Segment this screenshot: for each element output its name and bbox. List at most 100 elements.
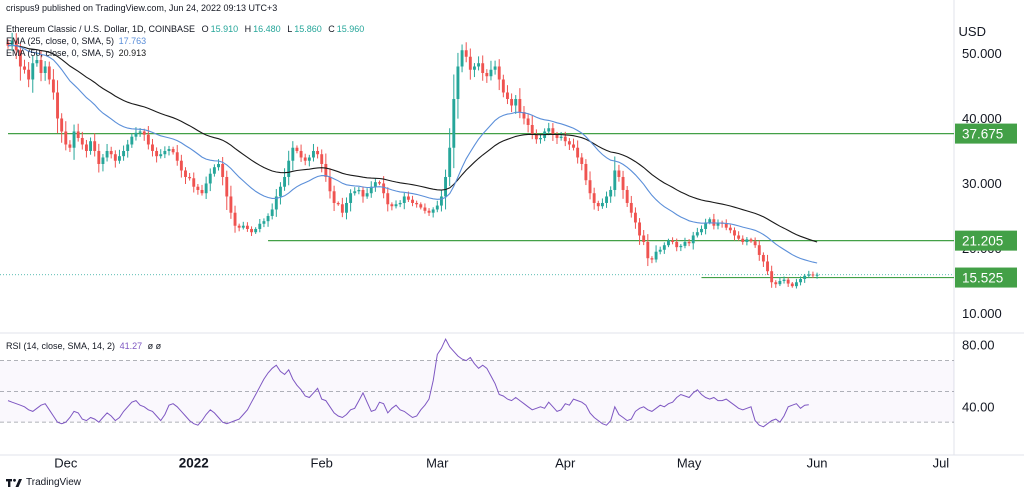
candle-body — [555, 134, 559, 138]
candle-body — [270, 209, 274, 216]
candle-body — [687, 241, 691, 244]
time-axis[interactable]: Dec 2022 Feb Mar Apr May Jun Jul — [54, 456, 949, 471]
candle-body — [10, 40, 14, 46]
candle-body — [221, 163, 225, 177]
candle-body — [204, 183, 208, 194]
ohlc-open-label: O — [201, 24, 209, 34]
candle-body — [6, 42, 10, 46]
candle-body — [283, 176, 287, 187]
candle-body — [745, 239, 749, 242]
currency-label: USD — [959, 24, 986, 39]
candles — [6, 32, 819, 289]
symbol-legend[interactable]: Ethereum Classic / U.S. Dollar, 1D, COIN… — [6, 24, 364, 34]
candle-body — [708, 219, 712, 223]
candle-body — [423, 207, 427, 211]
time-tick-label: Jun — [807, 456, 828, 471]
candle-body — [671, 240, 675, 242]
candle-body — [419, 204, 423, 208]
candle-body — [588, 180, 592, 194]
candle-body — [126, 144, 130, 151]
candle-body — [357, 189, 361, 192]
candle-body — [444, 176, 447, 197]
candle-body — [584, 163, 588, 181]
candle-body — [633, 212, 637, 223]
candle-body — [724, 223, 728, 228]
candle-body — [307, 157, 311, 161]
candle-body — [411, 199, 414, 203]
rsi-label: RSI (14, close, SMA, 14, 2) — [6, 341, 116, 351]
candle-body — [361, 189, 365, 197]
candle-body — [299, 150, 303, 158]
candle-body — [217, 163, 220, 168]
candle-body — [155, 150, 159, 157]
candle-body — [113, 154, 117, 161]
rsi-legend[interactable]: RSI (14, close, SMA, 14, 2) 41.27 ø ø — [6, 341, 161, 351]
candle-body — [485, 72, 489, 77]
candle-body — [675, 241, 679, 248]
candle-body — [733, 230, 736, 236]
candle-body — [134, 132, 138, 137]
candle-body — [167, 149, 171, 151]
candle-body — [233, 212, 237, 226]
candle-body — [464, 50, 468, 57]
candle-body — [390, 204, 394, 207]
candle-body — [642, 235, 646, 242]
candle-body — [18, 50, 22, 67]
candle-body — [547, 128, 551, 132]
candle-body — [56, 92, 59, 119]
rsi-tick-label: 40.00 — [962, 399, 995, 414]
time-tick-label: Jul — [933, 456, 950, 471]
time-tick-label: Apr — [555, 456, 576, 471]
ema25-label: EMA (25, close, 0, SMA, 5) — [6, 36, 115, 46]
candle-body — [600, 202, 604, 207]
horizontal-levels[interactable] — [8, 132, 954, 279]
level-tag-box — [955, 230, 1017, 251]
candle-body — [753, 241, 757, 246]
candle-body — [514, 98, 518, 106]
candle-body — [526, 118, 530, 125]
candle-body — [493, 66, 497, 70]
rsi-panel: 80.00 40.00 — [0, 338, 995, 428]
ema50-line — [7, 44, 818, 243]
candle-body — [184, 170, 187, 177]
level-tag-label: 21.205 — [962, 234, 1003, 249]
candle-body — [76, 131, 80, 138]
candle-body — [163, 150, 167, 155]
candle-body — [638, 222, 642, 236]
footer-branding: TradingView — [6, 477, 81, 488]
candle-body — [320, 154, 324, 164]
candle-body — [406, 196, 410, 200]
candle-body — [794, 282, 798, 287]
candle-body — [142, 131, 146, 135]
candle-body — [473, 66, 476, 70]
candle-body — [737, 235, 741, 239]
candle-body — [101, 157, 105, 164]
candle-body — [572, 144, 575, 148]
candle-body — [477, 63, 481, 67]
candle-body — [427, 210, 431, 213]
candle-body — [382, 183, 386, 194]
candle-body — [130, 136, 134, 145]
candle-body — [679, 245, 683, 248]
candle-body — [109, 150, 113, 155]
candle-body — [394, 204, 398, 207]
publish-meta: crispus9 published on TradingView.com, J… — [6, 3, 277, 13]
ema25-legend[interactable]: EMA (25, close, 0, SMA, 5) 17.763 — [6, 36, 146, 46]
candle-body — [159, 154, 163, 157]
candle-body — [105, 150, 109, 158]
time-tick-label: Feb — [311, 456, 333, 471]
candle-body — [84, 144, 88, 151]
candle-body — [704, 222, 708, 229]
level-tag-box — [955, 123, 1017, 144]
candle-body — [489, 69, 493, 77]
level-tag-box — [955, 267, 1017, 288]
ema50-legend[interactable]: EMA (50, close, 0, SMA, 5) 20.913 — [6, 48, 146, 58]
candle-body — [716, 222, 720, 226]
candle-body — [369, 186, 373, 194]
candle-body — [146, 134, 150, 145]
candle-body — [93, 141, 97, 151]
candle-body — [60, 118, 64, 132]
candle-body — [295, 147, 299, 151]
candle-body — [559, 136, 563, 138]
